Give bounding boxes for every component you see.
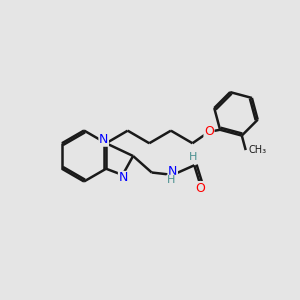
- Text: O: O: [204, 125, 214, 138]
- Text: N: N: [168, 165, 177, 178]
- Text: O: O: [195, 182, 205, 195]
- Text: CH₃: CH₃: [248, 145, 266, 155]
- Text: H: H: [167, 175, 176, 185]
- Text: N: N: [99, 133, 108, 146]
- Text: H: H: [189, 152, 197, 162]
- Text: N: N: [118, 172, 128, 184]
